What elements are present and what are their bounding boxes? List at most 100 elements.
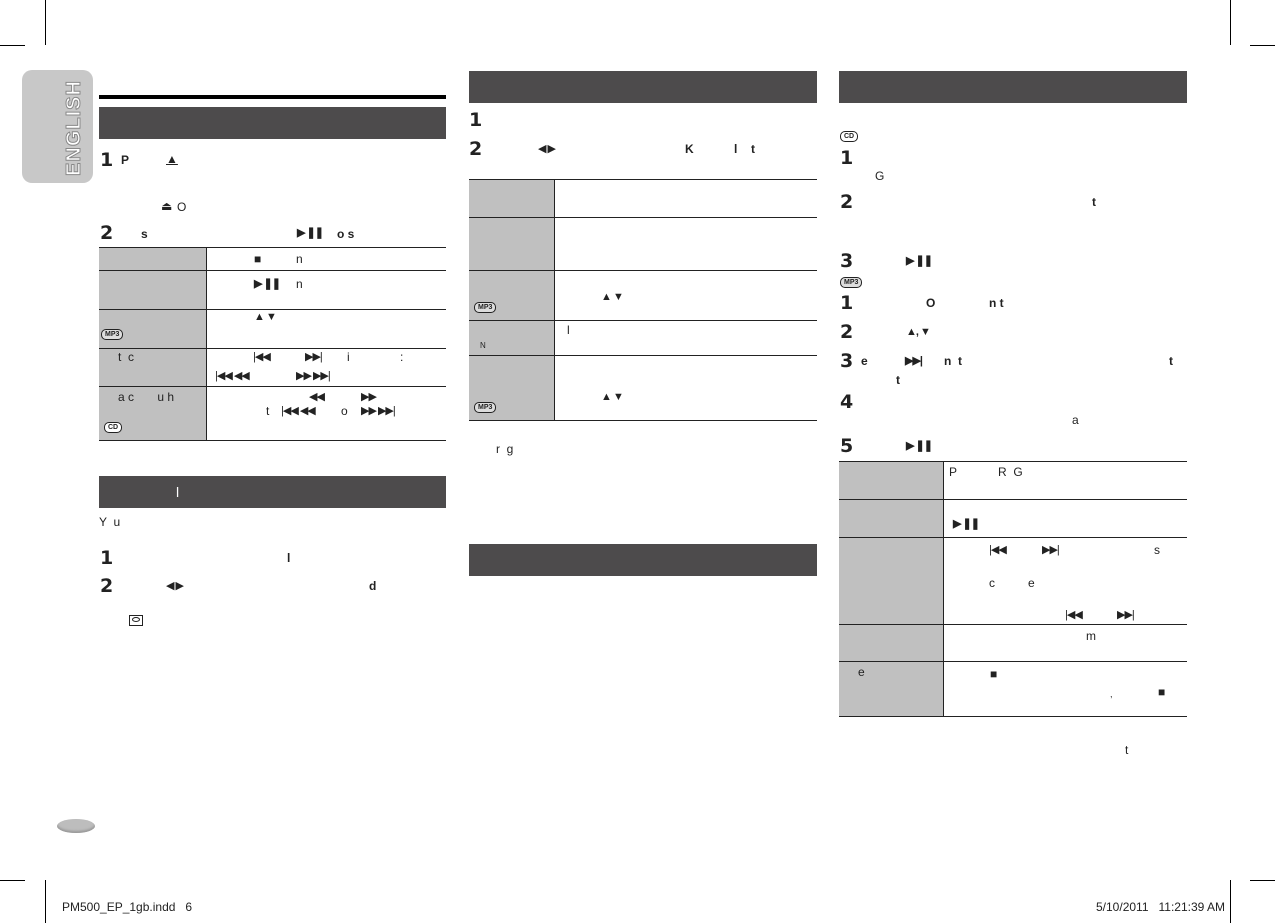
- table-row-line: [469, 420, 817, 421]
- mp3-badge: MP3: [840, 277, 863, 288]
- crop-mark: [1250, 880, 1275, 881]
- table-cell-text: i: [347, 350, 350, 364]
- table-row-line: [839, 661, 1187, 662]
- skip-back-icon: |◀◀: [1065, 609, 1083, 621]
- language-tab: [22, 70, 93, 183]
- section-header: [99, 476, 446, 508]
- table-row-line: [469, 320, 817, 321]
- step-number: 1: [100, 149, 114, 171]
- cd-badge: CD: [840, 131, 859, 142]
- skip-forward-icon: ▶▶|: [1117, 609, 1135, 621]
- note-text: r g: [496, 442, 514, 456]
- table-label: a c u h: [118, 390, 175, 404]
- table-cell-text: o: [341, 404, 348, 418]
- footer-timestamp: 5/10/2011 11:21:39 AM: [1096, 900, 1225, 914]
- stop-icon: ■: [254, 252, 262, 266]
- table-cell-text: l: [567, 323, 570, 337]
- display-icon: [129, 615, 143, 626]
- table-row-line: [469, 270, 817, 271]
- table-row-line: [469, 217, 817, 218]
- step-number: 5: [840, 435, 854, 457]
- mp3-badge: MP3: [101, 329, 124, 340]
- table-cell-text: s: [1154, 543, 1160, 557]
- table-row-line: [99, 386, 446, 387]
- fast-forward-icon: ▶▶ ▶▶|: [361, 405, 396, 417]
- up-down-icon: ▲, ▼: [906, 326, 931, 338]
- crop-mark: [0, 880, 25, 881]
- table-row-line: [99, 270, 446, 271]
- section-header: [99, 107, 446, 139]
- play-pause-icon: ▶ ❚❚: [906, 255, 933, 267]
- rewind-icon: |◀◀ ◀◀: [281, 405, 316, 417]
- fast-forward-icon: ▶▶ ▶▶|: [296, 370, 331, 382]
- step-number: 3: [840, 250, 854, 272]
- step-number: 2: [840, 191, 854, 213]
- eject-icon: ▲: [166, 152, 178, 166]
- language-tab-label: ENGLISH: [63, 80, 86, 177]
- play-pause-icon: ▶ ❚❚: [953, 518, 980, 530]
- step-text: t: [1169, 354, 1173, 368]
- mp3-badge: MP3: [474, 402, 497, 413]
- step-text: e: [861, 354, 868, 368]
- table-label: N: [480, 341, 486, 350]
- table-row-line: [99, 440, 446, 441]
- table-cell-text: t: [266, 404, 270, 418]
- table-label: e: [858, 665, 865, 679]
- step-text: n t: [989, 296, 1004, 310]
- section-header: [839, 71, 1187, 103]
- mp3-badge: MP3: [474, 302, 497, 313]
- table-row-line: [839, 624, 1187, 625]
- footer-filename: PM500_EP_1gb.indd 6: [62, 900, 193, 914]
- stop-icon: ■: [1158, 685, 1166, 699]
- table-label-column: [839, 461, 943, 716]
- rewind-icon: |◀◀ ◀◀: [215, 370, 250, 382]
- crop-mark: [0, 45, 25, 46]
- table-cell-text: :: [400, 350, 404, 364]
- crop-mark: [45, 0, 46, 45]
- table-row-line: [99, 309, 446, 310]
- section-rule: [99, 95, 446, 99]
- step-text: G: [875, 169, 885, 183]
- table-row-line: [99, 247, 446, 248]
- table-cell-text: e: [1028, 576, 1035, 590]
- table-cell-text: m: [1086, 629, 1096, 643]
- crop-mark: [1230, 880, 1231, 923]
- step-text: O: [926, 296, 936, 310]
- table-row-line: [839, 537, 1187, 538]
- table-row-line: [99, 348, 446, 349]
- table-label-column: [469, 179, 554, 420]
- table-cell-text: R G: [998, 465, 1023, 479]
- table-row-line: [469, 179, 817, 180]
- play-pause-icon: ▶ ❚❚: [297, 227, 324, 239]
- table-label-column: [99, 247, 206, 440]
- step-text: K: [685, 142, 694, 156]
- up-down-icon: ▲ ▼: [601, 291, 624, 303]
- table-row-line: [469, 355, 817, 356]
- step-text: O: [177, 200, 187, 214]
- skip-forward-icon: ▶▶|: [1042, 544, 1060, 556]
- step-number: 1: [840, 292, 854, 314]
- table-divider: [554, 179, 555, 420]
- step-text: a: [1072, 413, 1079, 427]
- table-row-line: [839, 499, 1187, 500]
- play-pause-icon: ▶ ❚❚: [254, 278, 281, 290]
- skip-back-icon: |◀◀: [253, 351, 271, 363]
- stop-icon: ■: [990, 667, 998, 681]
- step-number: 4: [840, 391, 854, 413]
- up-down-icon: ▲ ▼: [601, 391, 624, 403]
- step-text: l: [287, 551, 291, 565]
- rewind-icon: ◀◀: [309, 391, 325, 403]
- crop-mark: [45, 880, 46, 923]
- step-number: 2: [100, 575, 114, 597]
- skip-forward-icon: ▶▶|: [905, 355, 923, 367]
- left-right-icon: ◀ ▶: [166, 580, 184, 592]
- table-cell-text: n: [296, 277, 303, 291]
- step-number: 2: [840, 321, 854, 343]
- step-number: 1: [840, 147, 854, 169]
- step-text: d: [369, 579, 377, 593]
- section-header-text: l: [176, 484, 180, 500]
- section-header: [469, 71, 817, 103]
- play-pause-icon: ▶ ❚❚: [906, 440, 933, 452]
- skip-forward-icon: ▶▶|: [305, 351, 323, 363]
- eject-icon: ⏏: [161, 199, 173, 213]
